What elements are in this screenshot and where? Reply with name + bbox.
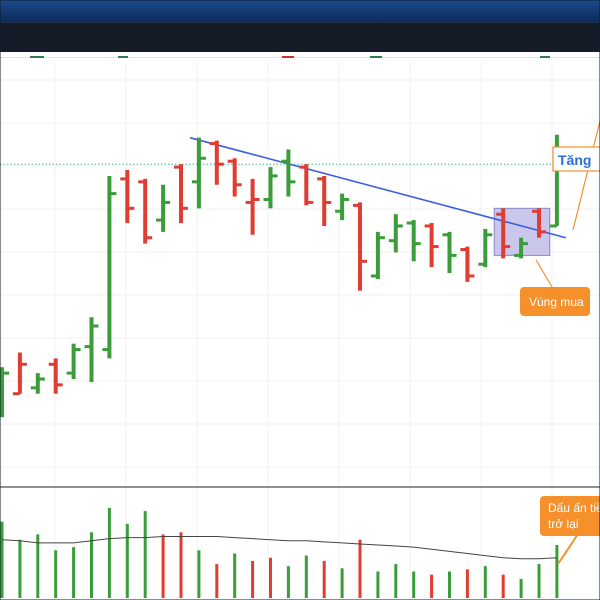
ohlc-bar: [30, 373, 45, 394]
volume-bar: [251, 560, 255, 598]
ohlc-bar: [478, 228, 493, 268]
volume-bar: [36, 534, 40, 598]
ohlc-bar: [174, 164, 188, 224]
ohlc-bar: [263, 167, 278, 209]
volume-bar: [322, 560, 326, 598]
volume-bar: [555, 545, 559, 598]
volume-bar: [465, 569, 469, 598]
ohlc-bar: [406, 220, 421, 262]
ohlc-bar: [156, 184, 171, 232]
buy-zone-label: Vùng mua: [529, 295, 584, 309]
volume-bar: [179, 532, 183, 598]
volume-bar: [412, 571, 416, 598]
volume-ma-line: [1, 536, 557, 560]
ohlc-bar: [514, 237, 529, 259]
ohlc-bar: [102, 175, 117, 359]
volume-bar: [269, 557, 272, 598]
buy-zone-label-box: [520, 287, 590, 316]
volume-bar: [304, 555, 308, 598]
ohlc-bar: [299, 164, 314, 206]
ohlc-bar: [245, 178, 260, 235]
ohlc-legend-strip: [0, 52, 600, 62]
volume-bar: [0, 521, 4, 598]
volume-bar: [376, 571, 380, 598]
volume-signal-label-line1: Dấu ấn tiền: [548, 501, 600, 515]
price-volume-chart[interactable]: Tăng Vùng mua Dấu ấn tiền trở lại: [0, 62, 600, 600]
volume-signal-pointer: [557, 533, 579, 565]
volume-bar: [483, 566, 487, 598]
volume-bar: [286, 566, 290, 598]
volume-bar: [125, 523, 129, 598]
volume-signal-annotation: Dấu ấn tiền trở lại: [540, 496, 600, 565]
rise-label-box: [552, 146, 600, 172]
volume-bar: [90, 532, 93, 598]
buy-zone-pointer: [535, 259, 553, 288]
ohlc-bar: [48, 358, 63, 394]
buy-zone-annotation: Vùng mua: [520, 259, 590, 316]
volume-bar: [18, 539, 22, 598]
ohlc-bar: [281, 149, 296, 197]
ohlc-bar: [317, 175, 332, 226]
volume-bar: [519, 578, 523, 598]
ohlc-bar: [209, 140, 224, 185]
ohlc-bar: [370, 231, 385, 279]
ohlc-bar: [84, 317, 99, 382]
volume-signal-label-box: [540, 496, 600, 536]
volume-bar: [161, 534, 165, 598]
ohlc-bar: [442, 231, 457, 274]
ohlc-bar: [227, 158, 242, 197]
ohlc-bar: [335, 193, 350, 221]
volume-bars: [0, 507, 559, 598]
volume-bar: [358, 539, 362, 598]
volume-bar: [107, 507, 111, 598]
volume-bar: [143, 511, 147, 598]
volume-bar: [430, 574, 434, 598]
ohlc-bar: [496, 208, 511, 259]
ohlc-bar: [460, 246, 475, 282]
ohlc-bar: [138, 178, 153, 244]
rise-label: Tăng: [558, 152, 591, 168]
volume-bar: [54, 550, 58, 598]
ohlc-bar: [120, 170, 135, 224]
price-bars: [0, 134, 564, 418]
ohlc-bar: [191, 137, 206, 209]
volume-bar: [197, 550, 201, 598]
volume-bar: [448, 571, 451, 598]
volume-signal-label-line2: trở lại: [548, 517, 579, 531]
ohlc-bar: [12, 352, 27, 396]
ohlc-bar: [0, 367, 9, 418]
ohlc-bar: [353, 202, 367, 291]
ohlc-bar: [388, 214, 403, 253]
ohlc-bar: [424, 223, 439, 268]
window-header: [0, 0, 600, 22]
chart-toolbar: [0, 22, 600, 53]
volume-bar: [537, 564, 541, 598]
rise-arrow: [572, 120, 600, 231]
volume-bar: [233, 553, 237, 598]
rise-annotation: Tăng: [552, 120, 600, 231]
volume-bar: [501, 574, 505, 598]
ohlc-bar: [66, 343, 81, 379]
volume-bar: [72, 547, 76, 598]
volume-bar: [340, 568, 344, 598]
volume-bar: [215, 564, 219, 598]
ohlc-legend-marks: [0, 56, 600, 58]
volume-bar: [394, 564, 398, 598]
ohlc-bar: [532, 208, 546, 238]
